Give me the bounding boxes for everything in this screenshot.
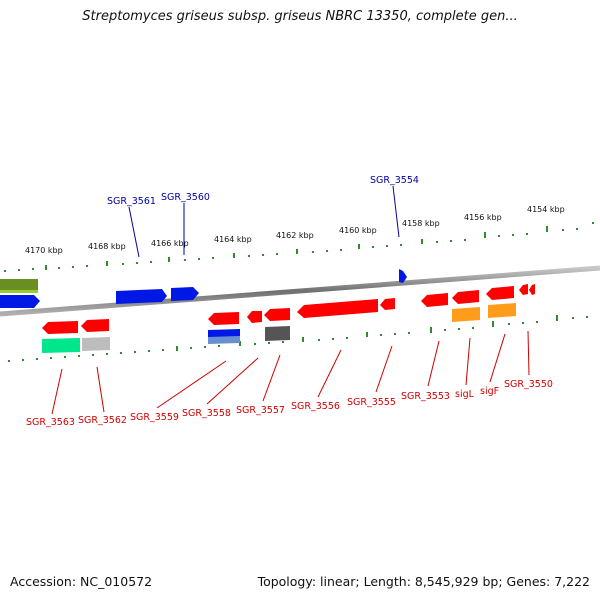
- scale-labels: 4170 kbp 4168 kbp 4166 kbp 4164 kbp 4162…: [25, 205, 565, 255]
- gene-orange-1[interactable]: [452, 307, 480, 322]
- scale-label: 4160 kbp: [339, 226, 377, 235]
- gene-orange-2[interactable]: [488, 303, 516, 318]
- gene-label-sgr-3559[interactable]: SGR_3559: [130, 412, 179, 423]
- gene-label-sgr-3560[interactable]: SGR_3560: [161, 192, 210, 203]
- gene-olive-shade: [0, 290, 38, 293]
- gene-label-sgr-3554[interactable]: SGR_3554: [370, 175, 419, 186]
- forward-genes: [0, 269, 407, 308]
- gene-label-sgr-3553[interactable]: SGR_3553: [401, 391, 450, 402]
- map-title: Streptomyces griseus subsp. griseus NBRC…: [82, 9, 518, 24]
- gene-sgr-3560[interactable]: [171, 287, 199, 301]
- gene-sgr-3561[interactable]: [116, 289, 167, 304]
- gene-sgr-3554[interactable]: [399, 269, 407, 283]
- reverse-genes: [42, 284, 535, 353]
- gene-label-sgr-3556[interactable]: SGR_3556: [291, 401, 340, 412]
- top-gene-labels: SGR_3561 SGR_3560 SGR_3554: [107, 175, 419, 207]
- gene-label-sgr-3555[interactable]: SGR_3555: [347, 397, 396, 408]
- bottom-callouts: [51, 330, 530, 415]
- genome-backbone: [0, 265, 600, 317]
- lower-scale-track: [8, 315, 588, 362]
- gene-label-sigl[interactable]: sigL: [455, 389, 475, 400]
- gene-label-sigf[interactable]: sigF: [480, 386, 499, 397]
- gene-sgr-3563[interactable]: [42, 321, 78, 334]
- scale-label: 4166 kbp: [151, 239, 189, 248]
- gene-sgr-3556[interactable]: [297, 299, 378, 318]
- scale-label: 4154 kbp: [527, 205, 565, 214]
- gene-sgr-3553[interactable]: [421, 293, 448, 307]
- gene-dark[interactable]: [265, 326, 290, 341]
- top-callouts: [128, 185, 400, 258]
- gene-sgr-3557[interactable]: [264, 308, 290, 321]
- gene-sigl[interactable]: [452, 290, 479, 304]
- gene-green[interactable]: [42, 338, 80, 353]
- scale-label: 4168 kbp: [88, 242, 126, 251]
- gene-sigf[interactable]: [486, 286, 514, 300]
- gene-olive[interactable]: [0, 279, 38, 290]
- gene-blue-small-shade: [208, 336, 240, 344]
- scale-label: 4164 kbp: [214, 235, 252, 244]
- gene-label-sgr-3558[interactable]: SGR_3558: [182, 408, 231, 419]
- gene-label-sgr-3562[interactable]: SGR_3562: [78, 415, 127, 426]
- upper-scale-track: [4, 222, 594, 272]
- gene-label-sgr-3561[interactable]: SGR_3561: [107, 196, 156, 207]
- scale-label: 4158 kbp: [402, 219, 440, 228]
- gene-label-sgr-3550[interactable]: SGR_3550: [504, 379, 553, 390]
- scale-label: 4156 kbp: [464, 213, 502, 222]
- gene-gray[interactable]: [82, 337, 110, 351]
- gene-label-sgr-3563[interactable]: SGR_3563: [26, 417, 75, 428]
- topology-text: Topology: linear; Length: 8,545,929 bp; …: [257, 574, 590, 589]
- gene-sgr-3558[interactable]: [247, 311, 262, 323]
- gene-sgr-3562[interactable]: [81, 319, 109, 332]
- gene-blue-left[interactable]: [0, 295, 40, 308]
- accession-text: Accession: NC_010572: [10, 574, 153, 589]
- scale-label: 4170 kbp: [25, 246, 63, 255]
- gene-red-tiny[interactable]: [529, 284, 535, 295]
- bottom-gene-labels: SGR_3563 SGR_3562 SGR_3559 SGR_3558 SGR_…: [26, 379, 553, 428]
- gene-sgr-3555[interactable]: [380, 298, 395, 310]
- gene-sgr-3550[interactable]: [519, 284, 528, 295]
- gene-sgr-3559[interactable]: [208, 312, 239, 325]
- gene-label-sgr-3557[interactable]: SGR_3557: [236, 405, 285, 416]
- scale-label: 4162 kbp: [276, 231, 314, 240]
